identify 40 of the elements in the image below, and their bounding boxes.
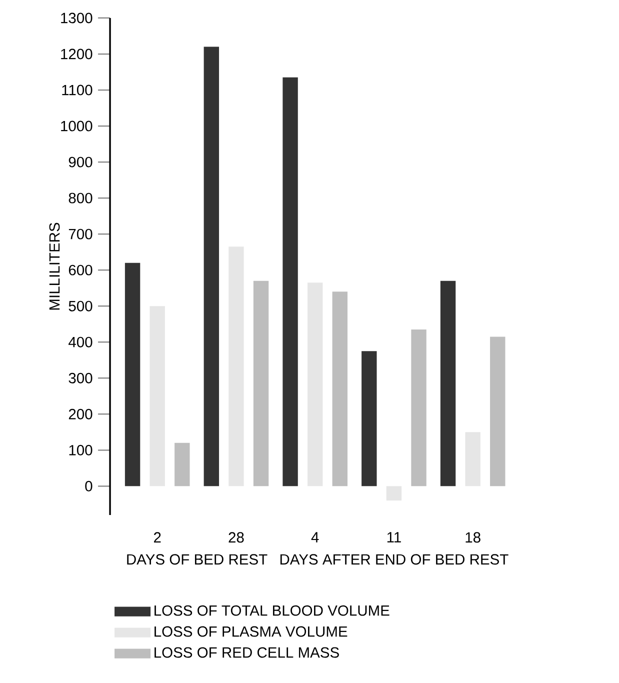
y-tick-label: 0 bbox=[85, 480, 92, 492]
x-tick-label: 4 bbox=[311, 532, 319, 542]
bar bbox=[386, 486, 402, 501]
y-tick-label: 800 bbox=[68, 192, 92, 204]
x-tick-label: 2 bbox=[154, 532, 161, 542]
bar bbox=[228, 246, 244, 486]
y-tick-label: 900 bbox=[68, 156, 92, 168]
bar bbox=[204, 46, 220, 486]
legend-label: LOSS OF PLASMA VOLUME bbox=[154, 626, 348, 637]
text: DAYS AFTER END OF BED REST bbox=[280, 554, 508, 565]
y-tick-label: 400 bbox=[68, 336, 92, 348]
y-tick-label: 500 bbox=[68, 300, 92, 312]
bar bbox=[282, 77, 298, 486]
legend-label: LOSS OF TOTAL BLOOD VOLUME bbox=[154, 605, 390, 616]
y-tick-label: 600 bbox=[68, 264, 92, 276]
y-tick-label: 1200 bbox=[61, 48, 92, 60]
x-tick-label: 28 bbox=[228, 532, 244, 543]
y-tick-label: 700 bbox=[68, 228, 92, 240]
legend-label: LOSS OF RED CELL MASS bbox=[154, 647, 339, 658]
bar bbox=[362, 351, 377, 486]
bar bbox=[150, 306, 165, 486]
bar bbox=[253, 280, 269, 486]
y-tick-label: 1100 bbox=[62, 84, 92, 96]
bar bbox=[124, 262, 140, 486]
y-tick-label: 1300 bbox=[61, 12, 92, 24]
y-tick-label: 100 bbox=[69, 444, 92, 456]
bar bbox=[174, 442, 190, 486]
bar bbox=[411, 329, 426, 486]
bar bbox=[307, 282, 323, 486]
text: DAYS OF BED REST bbox=[127, 554, 268, 565]
bar bbox=[490, 336, 506, 486]
x-tick-label: 11 bbox=[387, 532, 401, 542]
y-tick-label: 1000 bbox=[61, 120, 92, 132]
x-tick-label: 18 bbox=[466, 532, 480, 543]
y-axis-title: MILLILITERS bbox=[49, 222, 60, 310]
bar bbox=[440, 280, 456, 486]
bar bbox=[465, 432, 480, 486]
y-tick-label: 200 bbox=[68, 408, 92, 420]
y-tick-label: 300 bbox=[68, 372, 92, 384]
bar bbox=[332, 292, 348, 486]
